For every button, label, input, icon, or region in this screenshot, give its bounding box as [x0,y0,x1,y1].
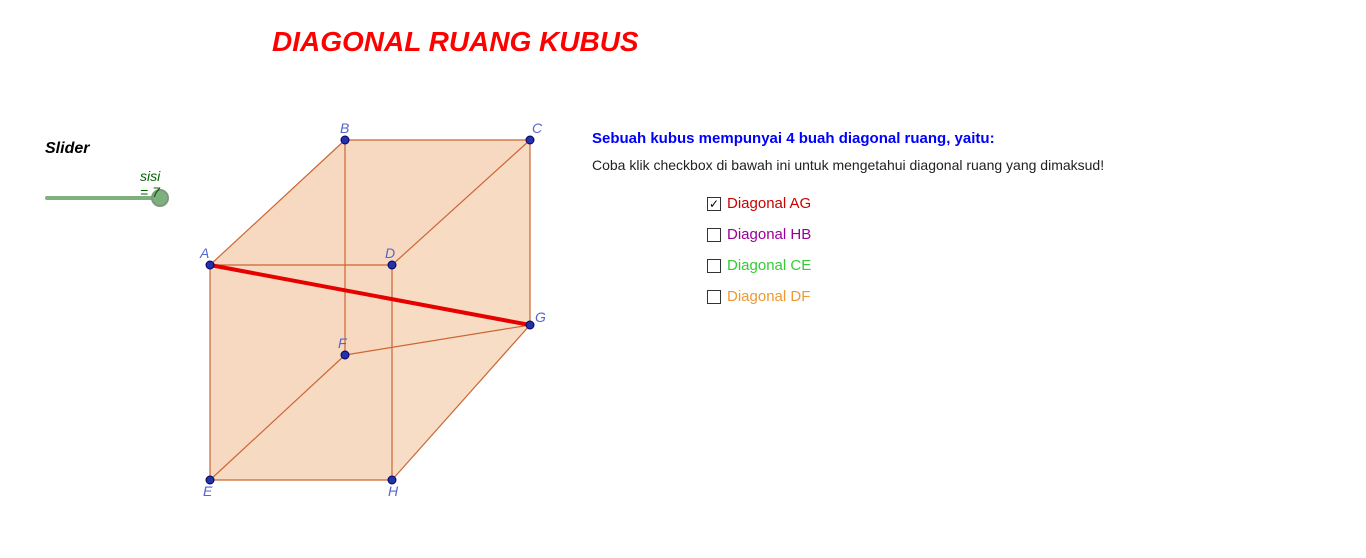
checkbox-box-icon[interactable]: ✓ [707,197,721,211]
slider-label: Slider [45,140,165,158]
vertex-label-f: F [338,335,348,351]
checkbox-label: Diagonal CE [727,257,811,274]
checkbox-box-icon[interactable] [707,259,721,273]
checkbox-label: Diagonal DF [727,288,810,305]
checkbox-diagonal-ag[interactable]: ✓ Diagonal AG [707,195,1104,212]
vertex-label-d: D [385,245,395,261]
slider-knob[interactable] [151,189,169,207]
slider-track[interactable] [45,196,165,200]
vertex-label-h: H [388,483,399,499]
vertex-label-e: E [203,483,213,499]
checkbox-diagonal-df[interactable]: Diagonal DF [707,288,1104,305]
checkbox-diagonal-ce[interactable]: Diagonal CE [707,257,1104,274]
vertex-a[interactable] [206,261,214,269]
vertex-b[interactable] [341,136,349,144]
cube-diagram[interactable]: A B C D E F G H [170,100,570,520]
panel-heading: Sebuah kubus mempunyai 4 buah diagonal r… [592,130,1104,147]
vertex-label-g: G [535,309,546,325]
checkbox-diagonal-hb[interactable]: Diagonal HB [707,226,1104,243]
checkbox-label: Diagonal HB [727,226,811,243]
vertex-d[interactable] [388,261,396,269]
vertex-c[interactable] [526,136,534,144]
checkbox-list: ✓ Diagonal AG Diagonal HB Diagonal CE Diagon… [707,195,1104,305]
vertex-label-c: C [532,120,543,136]
vertex-g[interactable] [526,321,534,329]
checkbox-box-icon[interactable] [707,290,721,304]
info-panel: Sebuah kubus mempunyai 4 buah diagonal r… [592,130,1104,319]
vertex-f[interactable] [341,351,349,359]
slider-widget[interactable]: Slider sisi = 7 [45,140,165,200]
checkbox-box-icon[interactable] [707,228,721,242]
vertex-label-b: B [340,120,349,136]
vertex-label-a: A [199,245,209,261]
checkbox-label: Diagonal AG [727,195,811,212]
panel-subtext: Coba klik checkbox di bawah ini untuk me… [592,157,1104,173]
page-title: DIAGONAL RUANG KUBUS [272,26,639,58]
